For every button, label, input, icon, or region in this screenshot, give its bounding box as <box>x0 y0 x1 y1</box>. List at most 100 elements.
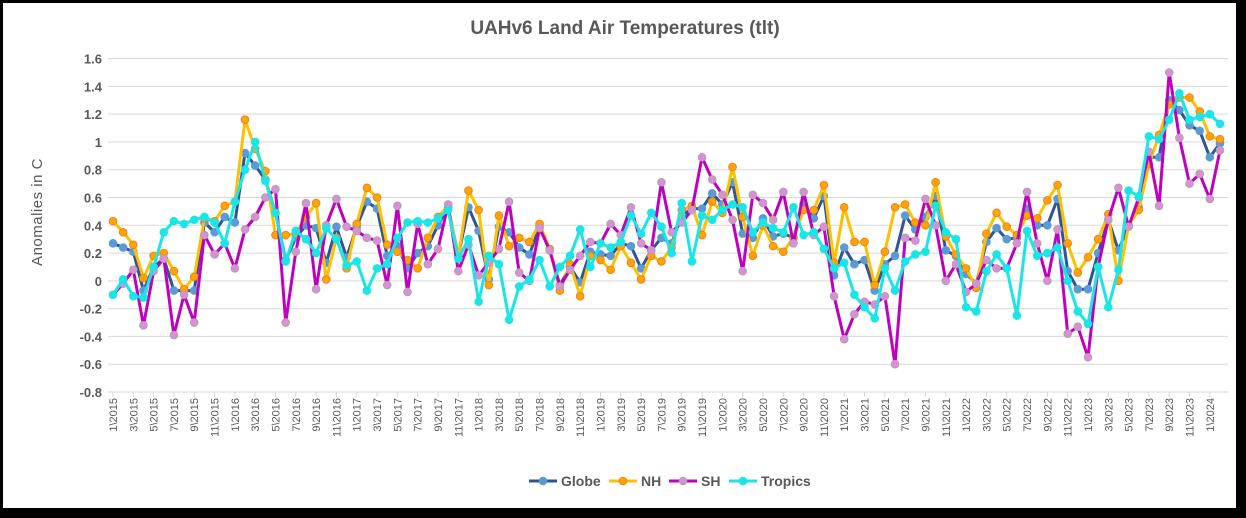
data-point-sh <box>992 264 1001 273</box>
data-point-nh <box>1185 93 1194 102</box>
data-point-sh <box>646 246 656 255</box>
data-point-sh <box>748 190 758 200</box>
data-point-nh <box>321 275 331 284</box>
data-point-tropics <box>738 202 747 212</box>
data-point-nh <box>423 233 433 243</box>
data-point-tropics <box>454 254 463 263</box>
data-point-tropics <box>301 234 311 244</box>
data-point-tropics <box>362 286 372 295</box>
data-point-sh <box>1012 239 1022 248</box>
y-tick-label: -0.4 <box>80 329 103 344</box>
data-point-tropics <box>352 257 362 266</box>
data-point-sh <box>586 237 595 247</box>
data-point-nh <box>1215 134 1225 144</box>
data-point-nh <box>982 229 991 238</box>
data-point-nh <box>129 240 138 250</box>
x-tick-label: 5\2018 <box>514 398 526 432</box>
x-tick-label: 1\2016 <box>230 398 242 432</box>
data-point-tropics <box>200 212 209 222</box>
data-point-nh <box>636 275 646 284</box>
data-point-tropics <box>342 261 351 270</box>
data-point-nh <box>860 237 869 247</box>
data-point-sh <box>139 321 148 330</box>
data-point-tropics <box>799 230 808 240</box>
legend-marker-icon <box>678 476 688 486</box>
data-point-sh <box>606 219 615 229</box>
data-point-tropics <box>809 227 819 237</box>
data-point-nh <box>474 205 483 215</box>
data-point-tropics <box>982 266 991 276</box>
data-point-sh <box>189 318 199 327</box>
data-point-tropics <box>1134 191 1144 201</box>
data-point-tropics <box>291 226 301 236</box>
x-tick-label: 3\2020 <box>738 398 750 432</box>
data-point-tropics <box>1144 132 1154 141</box>
data-point-globe <box>900 211 910 220</box>
data-point-nh <box>1043 195 1052 205</box>
legend-label: Tropics <box>761 473 811 489</box>
data-point-sh <box>728 215 737 225</box>
data-point-nh <box>1063 239 1072 248</box>
data-point-tropics <box>829 264 839 273</box>
data-point-tropics <box>1205 109 1215 119</box>
data-point-sh <box>982 255 991 265</box>
data-point-tropics <box>992 250 1001 259</box>
data-point-globe <box>1002 234 1012 244</box>
x-tick-label: 5\2017 <box>392 398 404 432</box>
data-point-tropics <box>921 247 930 256</box>
x-tick-label: 7\2022 <box>1022 398 1034 432</box>
data-point-nh <box>1053 180 1062 190</box>
data-point-sh <box>1103 215 1113 225</box>
data-point-tropics <box>1124 186 1133 195</box>
data-point-nh <box>1032 214 1042 223</box>
data-point-nh <box>504 241 514 251</box>
data-point-tropics <box>646 208 656 218</box>
data-point-tropics <box>1083 319 1093 329</box>
data-point-sh <box>545 246 555 255</box>
data-point-globe <box>1205 152 1215 162</box>
y-tick-label: -0.6 <box>80 357 102 372</box>
data-point-nh <box>393 247 402 256</box>
data-point-tropics <box>555 262 565 272</box>
data-point-sh <box>494 244 504 254</box>
data-point-sh <box>1043 276 1052 286</box>
data-point-nh <box>768 241 778 251</box>
data-point-tropics <box>261 176 270 186</box>
data-point-sh <box>1063 329 1072 338</box>
data-point-nh <box>992 208 1001 218</box>
x-tick-label: 9\2021 <box>920 398 932 432</box>
x-tick-label: 9\2018 <box>555 398 567 432</box>
data-point-tropics <box>281 257 290 266</box>
data-point-sh <box>271 184 280 194</box>
legend-item-tropics: Tropics <box>729 473 811 489</box>
x-tick-label: 9\2023 <box>1164 398 1176 432</box>
data-point-nh <box>748 251 758 261</box>
data-point-globe <box>169 286 179 295</box>
data-point-tropics <box>403 218 412 227</box>
data-point-nh <box>900 200 910 209</box>
x-tick-label: 3\2023 <box>1103 398 1115 432</box>
data-point-nh <box>961 264 971 273</box>
data-point-tropics <box>758 218 768 227</box>
data-point-tropics <box>728 200 737 209</box>
data-point-tropics <box>1012 311 1022 320</box>
data-point-nh <box>525 237 534 247</box>
data-point-tropics <box>768 223 778 233</box>
data-point-sh <box>403 287 412 297</box>
chart-frame <box>3 3 1236 508</box>
data-point-tropics <box>1063 276 1072 286</box>
data-point-sh <box>332 194 341 204</box>
x-tick-label: 1\2023 <box>1083 398 1095 432</box>
data-point-nh <box>413 264 422 273</box>
data-point-globe <box>626 241 636 251</box>
data-point-tropics <box>504 315 514 325</box>
data-point-globe <box>850 259 859 269</box>
data-point-tropics <box>860 302 869 312</box>
data-point-sh <box>707 175 717 184</box>
data-point-nh <box>372 193 382 202</box>
data-point-nh <box>139 273 148 283</box>
data-point-globe <box>220 212 230 222</box>
data-point-sh <box>1124 222 1133 231</box>
legend-item-sh: SH <box>669 473 720 489</box>
